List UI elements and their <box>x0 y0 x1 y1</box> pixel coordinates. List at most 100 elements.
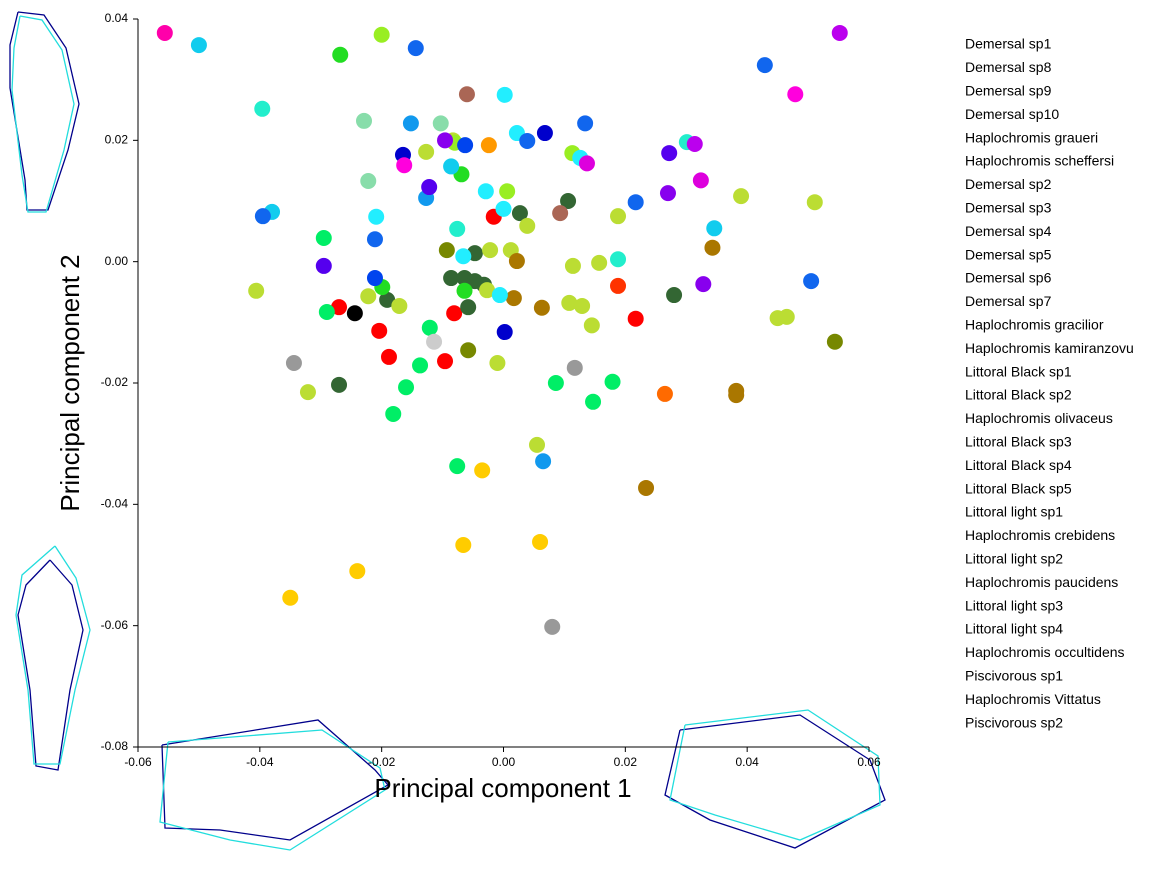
point <box>367 270 383 286</box>
point <box>544 619 560 635</box>
x-tick-label: 0.02 <box>614 755 638 769</box>
point <box>628 194 644 210</box>
point <box>628 311 644 327</box>
legend-entry: Haplochromis olivaceus <box>965 410 1113 426</box>
point <box>248 283 264 299</box>
legend-entry: Haplochromis Vittatus <box>965 691 1101 707</box>
point <box>728 387 744 403</box>
legend-entry: Piscivorous sp2 <box>965 714 1063 730</box>
y-tick-label: -0.04 <box>101 497 129 511</box>
point <box>832 25 848 41</box>
point <box>757 57 773 73</box>
x-tick-label: -0.04 <box>246 755 274 769</box>
point <box>733 188 749 204</box>
legend-entry: Littoral Black sp3 <box>965 434 1072 450</box>
point <box>803 273 819 289</box>
point <box>356 113 372 129</box>
point <box>421 179 437 195</box>
point <box>385 406 401 422</box>
x-tick-label: 0.04 <box>735 755 759 769</box>
point <box>567 360 583 376</box>
point <box>191 37 207 53</box>
outline-left <box>18 560 83 770</box>
point <box>579 155 595 171</box>
legend-entry: Littoral light sp3 <box>965 597 1063 613</box>
point <box>584 317 600 333</box>
outline-top <box>10 12 79 210</box>
point <box>398 379 414 395</box>
point <box>695 276 711 292</box>
point <box>455 248 471 264</box>
legend-entry: Demersal sp9 <box>965 83 1052 99</box>
legend-entry: Demersal sp8 <box>965 59 1052 75</box>
points <box>157 25 848 635</box>
point <box>422 320 438 336</box>
legend-entry: Demersal sp5 <box>965 246 1052 262</box>
point <box>499 183 515 199</box>
point <box>497 324 513 340</box>
point <box>492 287 508 303</box>
point <box>693 172 709 188</box>
point <box>519 133 535 149</box>
point <box>254 101 270 117</box>
point <box>482 242 498 258</box>
outline-bottom-left <box>162 720 388 840</box>
y-tick-label: -0.08 <box>101 739 129 753</box>
point <box>368 209 384 225</box>
legend-entry: Littoral Black sp5 <box>965 480 1072 496</box>
point <box>552 205 568 221</box>
point <box>437 132 453 148</box>
y-tick-label: -0.02 <box>101 375 129 389</box>
point <box>460 299 476 315</box>
point <box>449 458 465 474</box>
point <box>331 377 347 393</box>
y-tick-label: 0.00 <box>105 254 129 268</box>
point <box>316 230 332 246</box>
x-tick-label: 0.00 <box>492 755 516 769</box>
legend-entry: Demersal sp6 <box>965 270 1052 286</box>
point <box>535 453 551 469</box>
point <box>585 394 601 410</box>
point <box>412 357 428 373</box>
legend-entry: Littoral Black sp1 <box>965 363 1072 379</box>
point <box>371 323 387 339</box>
point <box>577 115 593 131</box>
legend-entry: Littoral Black sp2 <box>965 387 1072 403</box>
point <box>403 115 419 131</box>
point <box>332 47 348 63</box>
point <box>489 355 505 371</box>
point <box>316 258 332 274</box>
point <box>548 375 564 391</box>
point <box>439 242 455 258</box>
point <box>433 115 449 131</box>
point <box>638 480 654 496</box>
legend-entry: Haplochromis graueri <box>965 129 1098 145</box>
point <box>286 355 302 371</box>
point <box>605 374 621 390</box>
legend-entry: Littoral light sp2 <box>965 551 1063 567</box>
point <box>391 298 407 314</box>
outline-bottom-right-light <box>670 710 880 840</box>
point <box>574 298 590 314</box>
legend-entry: Haplochromis gracilior <box>965 317 1104 333</box>
point <box>437 353 453 369</box>
point <box>255 208 271 224</box>
y-tick-label: 0.04 <box>105 11 129 25</box>
legend-entry: Haplochromis crebidens <box>965 527 1115 543</box>
point <box>360 173 376 189</box>
point <box>443 158 459 174</box>
point <box>474 462 490 478</box>
chart: Principal component 1 Principal componen… <box>0 0 1170 880</box>
legend-entry: Haplochromis scheffersi <box>965 153 1114 169</box>
point <box>532 534 548 550</box>
point <box>426 334 442 350</box>
point <box>827 334 843 350</box>
point <box>459 86 475 102</box>
outline-bottom-right <box>665 715 885 848</box>
point <box>157 25 173 41</box>
legend: Demersal sp1 Demersal sp8 Demersal sp9 Deme… <box>965 36 1134 731</box>
legend-entry: Demersal sp1 <box>965 36 1052 52</box>
point <box>610 278 626 294</box>
legend-entry: Littoral Black sp4 <box>965 457 1072 473</box>
point <box>519 218 535 234</box>
